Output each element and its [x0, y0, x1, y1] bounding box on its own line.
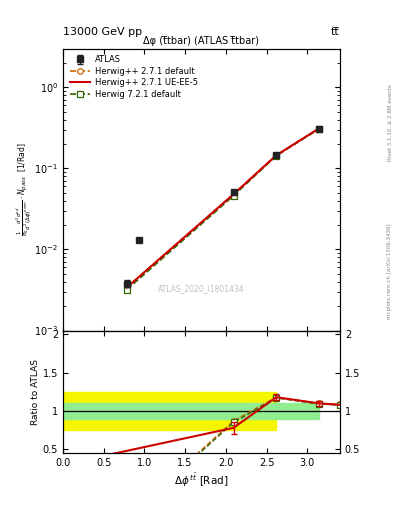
Text: mcplots.cern.ch [arXiv:1306.3436]: mcplots.cern.ch [arXiv:1306.3436]: [387, 224, 392, 319]
Herwig 7.2.1 default: [231, 193, 236, 199]
Herwig 7.2.1 default: [125, 287, 129, 293]
Text: Rivet 3.1.10, ≥ 2.8M events: Rivet 3.1.10, ≥ 2.8M events: [387, 84, 392, 161]
Y-axis label: Ratio to ATLAS: Ratio to ATLAS: [31, 359, 40, 425]
Herwig++ 2.7.1 default: [231, 191, 236, 197]
Line: Herwig 7.2.1 default: Herwig 7.2.1 default: [124, 126, 321, 292]
Text: tt̅: tt̅: [331, 27, 340, 37]
Herwig++ 2.7.1 UE-EE-5: [231, 191, 236, 197]
X-axis label: $\Delta\phi^{\,t\bar{t}}$ [Rad]: $\Delta\phi^{\,t\bar{t}}$ [Rad]: [174, 472, 229, 489]
Bar: [63, 403, 319, 419]
Y-axis label: $\frac{1}{\sigma_0}\frac{d^2\sigma^{nd}}{d^2(\Delta\phi)^{norm}}\cdot N_{pass}$ : $\frac{1}{\sigma_0}\frac{d^2\sigma^{nd}}…: [14, 143, 33, 237]
Herwig++ 2.7.1 UE-EE-5: [125, 284, 129, 290]
Legend: ATLAS, Herwig++ 2.7.1 default, Herwig++ 2.7.1 UE-EE-5, Herwig 7.2.1 default: ATLAS, Herwig++ 2.7.1 default, Herwig++ …: [67, 53, 200, 101]
Text: 13000 GeV pp: 13000 GeV pp: [63, 27, 142, 37]
Herwig++ 2.7.1 UE-EE-5: [316, 125, 321, 132]
Bar: [63, 392, 276, 430]
Herwig++ 2.7.1 UE-EE-5: [274, 152, 279, 158]
Herwig++ 2.7.1 default: [125, 284, 129, 290]
Herwig 7.2.1 default: [316, 126, 321, 132]
Herwig++ 2.7.1 default: [274, 152, 279, 158]
Title: Δφ (t̅tbar) (ATLAS t̅tbar): Δφ (t̅tbar) (ATLAS t̅tbar): [143, 36, 259, 47]
Line: Herwig++ 2.7.1 UE-EE-5: Herwig++ 2.7.1 UE-EE-5: [127, 129, 319, 287]
Line: Herwig++ 2.7.1 default: Herwig++ 2.7.1 default: [124, 126, 321, 290]
Text: ATLAS_2020_I1801434: ATLAS_2020_I1801434: [158, 284, 245, 293]
Herwig++ 2.7.1 default: [316, 125, 321, 132]
Herwig 7.2.1 default: [274, 153, 279, 159]
